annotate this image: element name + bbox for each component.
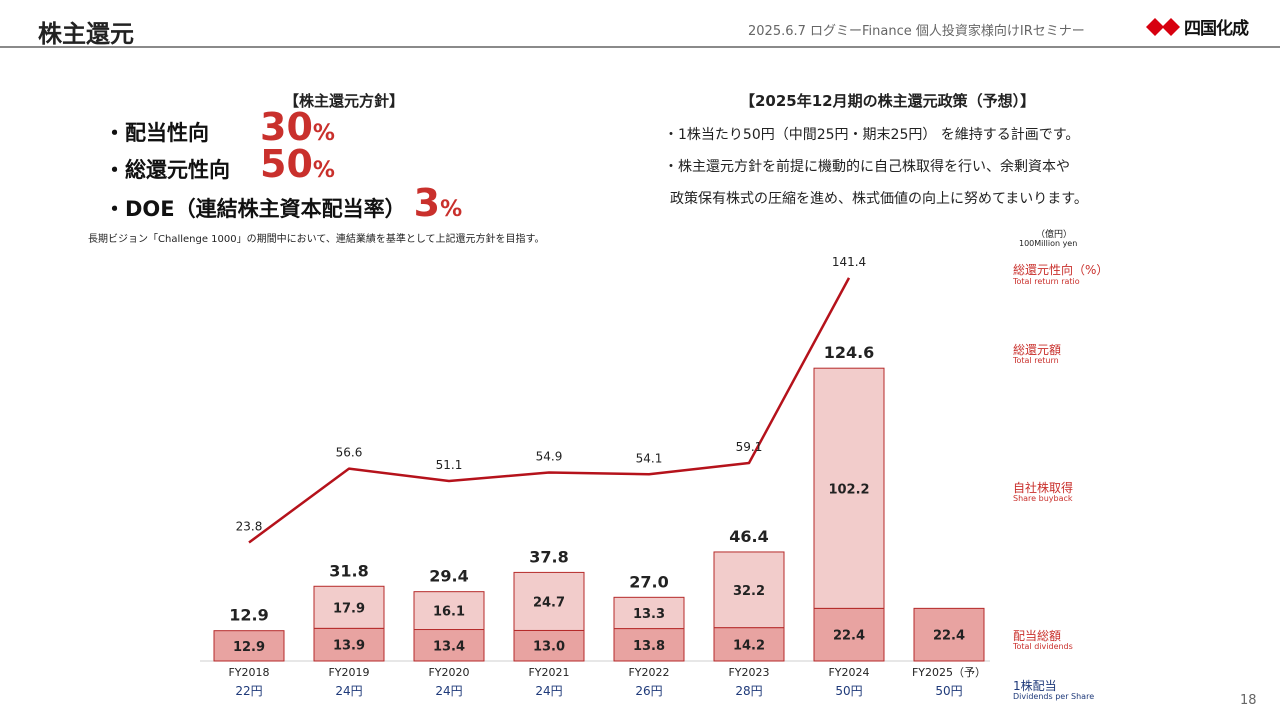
bar-buyback <box>613 596 685 630</box>
policy-value: 3 <box>413 181 441 225</box>
bar-label-dividends: 13.9 <box>333 639 365 654</box>
category-label: FY2022 <box>628 666 669 679</box>
category-label: FY2020 <box>428 666 469 679</box>
page-number: 18 <box>1240 693 1257 708</box>
dps-label: 50円 <box>935 684 962 698</box>
bar-total-label: 29.4 <box>429 567 468 586</box>
dps-label: 50円 <box>835 684 862 698</box>
bar-total-label: 37.8 <box>529 547 568 566</box>
bar-total-label: 46.4 <box>729 527 768 546</box>
ratio-point-label: 54.1 <box>636 451 663 465</box>
bar-dividends <box>813 607 885 662</box>
ratio-point-label: 23.8 <box>236 519 263 533</box>
policy-unit: % <box>312 121 335 146</box>
dps-label: 22円 <box>235 684 262 698</box>
policy-unit: % <box>440 197 463 222</box>
unit-label: （億円） <box>1036 230 1073 240</box>
bar-label-buyback: 24.7 <box>533 595 565 610</box>
bar-label-dividends: 14.2 <box>733 638 765 653</box>
category-label: FY2018 <box>228 666 269 679</box>
dps-label: 28円 <box>735 684 762 698</box>
event-caption: 2025.6.7 ログミーFinance 個人投資家様向けIRセミナー <box>748 24 1085 39</box>
dps-label: 26円 <box>635 684 662 698</box>
page-title: 株主還元 <box>38 20 134 48</box>
bar-label-buyback: 32.2 <box>733 584 765 599</box>
bar-label-dividends: 13.8 <box>633 639 665 654</box>
ratio-point-label: 51.1 <box>436 458 463 472</box>
bar-total-label: 124.6 <box>824 343 875 362</box>
bar-dividends <box>213 630 285 662</box>
policy-label: ・配当性向 <box>104 121 209 145</box>
bar-label-dividends: 13.4 <box>433 639 465 654</box>
category-label: FY2021 <box>528 666 569 679</box>
legend-buyback-en: Share buyback <box>1013 494 1073 503</box>
bar-total-label: 31.8 <box>329 561 368 580</box>
dps-label: 24円 <box>535 684 562 698</box>
legend-buyback: 自社株取得 <box>1013 481 1074 495</box>
category-label: FY2019 <box>328 666 369 679</box>
bar-buyback <box>813 367 885 609</box>
legend-dps: 1株配当 <box>1013 679 1057 693</box>
forecast-line: 政策保有株式の圧縮を進め、株式価値の向上に努めてまいります。 <box>670 191 1088 207</box>
company-logo: 四国化成 <box>1146 14 1249 39</box>
policy-label: ・DOE（連結株主資本配当率） <box>104 197 406 221</box>
bar-label-buyback: 13.3 <box>633 607 665 622</box>
bar-label-dividends: 22.4 <box>833 629 865 644</box>
logo-diamond-icon <box>1146 17 1180 36</box>
bar-dividends <box>713 627 785 662</box>
legend-dividends: 配当総額 <box>1013 629 1062 643</box>
legend-total-return-ratio-en: Total return ratio <box>1013 277 1080 286</box>
bar-label-dividends: 13.0 <box>533 640 565 655</box>
category-label: FY2023 <box>728 666 769 679</box>
bar-dividends <box>513 629 585 662</box>
policy-value: 30 <box>260 105 313 149</box>
category-label: FY2025（予） <box>912 666 986 679</box>
forecast-line: ・1株当たり50円（中間25円・期末25円） を維持する計画です。 <box>664 127 1080 143</box>
legend-total-return: 総還元額 <box>1013 343 1062 357</box>
bar-buyback <box>313 585 385 629</box>
bar-buyback <box>413 591 485 631</box>
ratio-point-label: 141.4 <box>832 255 866 269</box>
title-divider <box>0 46 1280 48</box>
bar-label-buyback: 16.1 <box>433 605 465 620</box>
legend-total-return-en: Total return <box>1013 356 1059 365</box>
unit-label-en: 100Million yen <box>1019 239 1078 248</box>
legend-dividends-en: Total dividends <box>1013 642 1073 651</box>
bar-label-dividends: 22.4 <box>933 629 965 644</box>
policy-unit: % <box>312 158 335 183</box>
policy-value: 50 <box>260 142 313 186</box>
policy-label: ・総還元性向 <box>104 158 230 182</box>
bar-dividends <box>413 629 485 662</box>
bar-dividends <box>313 627 385 662</box>
policy-item-payout: ・配当性向 30 % <box>104 108 335 147</box>
ratio-point-label: 59.1 <box>736 440 763 454</box>
bar-buyback <box>713 551 785 629</box>
vision-note: 長期ビジョン「Challenge 1000」の期間中において、連結業績を基準とし… <box>88 234 545 245</box>
policy-item-total-return: ・総還元性向 50 % <box>104 145 335 184</box>
ratio-point-label: 54.9 <box>536 449 563 463</box>
bar-label-buyback: 17.9 <box>333 601 365 616</box>
dps-label: 24円 <box>435 684 462 698</box>
legend-total-return-ratio: 総還元性向（%） <box>1013 263 1109 277</box>
forecast-heading: 【2025年12月期の株主還元政策（予想）】 <box>740 92 1036 110</box>
bar-buyback <box>513 571 585 631</box>
bar-total-label: 12.9 <box>229 606 268 625</box>
ratio-point-label: 56.6 <box>336 446 363 460</box>
policy-heading: 【株主還元方針】 <box>284 92 405 110</box>
bar-label-buyback: 102.2 <box>828 482 869 497</box>
total-return-ratio-line <box>248 277 851 544</box>
legend-dps-en: Dividends per Share <box>1013 692 1095 701</box>
bar-dividends <box>913 607 985 662</box>
policy-item-doe: ・DOE（連結株主資本配当率） 3 % <box>104 184 462 223</box>
bar-dividends <box>613 628 685 662</box>
bar-label-dividends: 12.9 <box>233 640 265 655</box>
logo-text: 四国化成 <box>1184 19 1249 39</box>
bar-total-label: 27.0 <box>629 572 668 591</box>
dps-label: 24円 <box>335 684 362 698</box>
forecast-line: ・株主還元方針を前提に機動的に自己株取得を行い、余剰資本や <box>664 159 1070 175</box>
category-label: FY2024 <box>828 666 869 679</box>
